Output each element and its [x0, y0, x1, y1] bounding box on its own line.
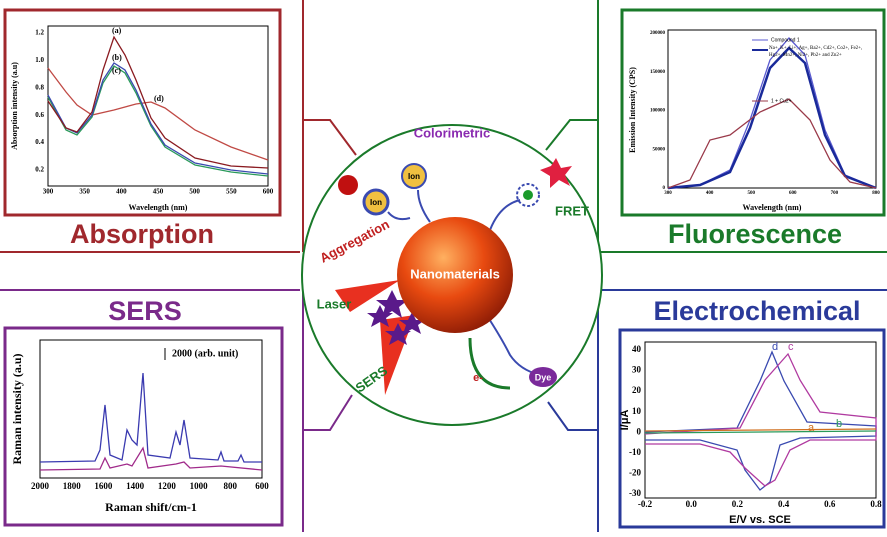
x-tick-label: 400	[706, 191, 714, 196]
panel-box	[5, 10, 280, 215]
y-tick-label: 100000	[650, 109, 666, 114]
x-tick-label: 700	[831, 191, 839, 196]
x-tick-label: 0.4	[778, 499, 790, 509]
x-tick-label: 450	[153, 188, 164, 196]
y-tick-label: 1.2	[35, 29, 44, 37]
x-tick-label: 600	[255, 481, 269, 491]
center-label: Nanomaterials	[410, 266, 500, 281]
y-tick-label: 1.0	[35, 56, 44, 64]
x-tick-label: 600	[263, 188, 274, 196]
curve-label: b	[836, 418, 842, 430]
y-label: Raman intensity (a.u)	[10, 353, 24, 464]
x-tick-label: 500	[189, 188, 200, 196]
x-tick-label: 0.6	[824, 499, 836, 509]
x-tick-label: 600	[789, 191, 797, 196]
panel-title: Fluorescence	[668, 219, 842, 249]
y-tick-label: 10	[632, 406, 642, 416]
x-label: Raman shift/cm-1	[105, 500, 197, 514]
y-tick-label: 0.4	[35, 138, 44, 146]
x-tick-label: 350	[79, 188, 90, 196]
panel-box	[620, 330, 884, 527]
icon-label: Ion	[370, 198, 382, 207]
x-label: Wavelength (nm)	[743, 203, 802, 212]
x-tick-label: 0.8	[870, 499, 882, 509]
x-tick-label: 300	[664, 191, 672, 196]
legend-entry: Compound 1	[771, 37, 800, 43]
x-tick-label: 2000	[31, 481, 50, 491]
y-tick-label: 0.2	[35, 166, 44, 174]
panel-box	[5, 328, 282, 525]
icon-label: e-	[473, 372, 483, 384]
panel-title: SERS	[108, 296, 182, 326]
x-tick-label: 1600	[94, 481, 113, 491]
method-label: Colorimetric	[414, 125, 491, 140]
curve-label: (d)	[154, 94, 164, 103]
legend-entry-box: Na+, K+, Li+, Ag+, Ba2+, Cd2+, Co2+, Fe2…	[769, 45, 869, 70]
curve-label: d	[772, 341, 778, 353]
y-label: I/μA	[619, 410, 631, 431]
y-tick-label: 150000	[650, 70, 666, 75]
scale-label: 2000 (arb. unit)	[172, 348, 238, 359]
x-tick-label: 1400	[126, 481, 145, 491]
x-tick-label: -0.2	[638, 499, 653, 509]
y-tick-label: 40	[632, 344, 642, 354]
x-tick-label: 300	[43, 188, 54, 196]
figure: Absorption Fluorescence SERS Electrochem…	[0, 0, 887, 532]
y-tick-label: -30	[629, 488, 641, 498]
x-tick-label: 550	[226, 188, 237, 196]
curve-label: c	[788, 341, 794, 353]
y-label: Emission Intensity (CPS)	[628, 67, 637, 153]
y-label: Absorption intensity (a.u)	[10, 62, 19, 150]
curve-label: (a)	[112, 26, 122, 35]
icon-label: Ion	[408, 172, 420, 181]
legend-entry: Na+, K+, Li+, Ag+, Ba2+, Cd2+, Co2+, Fe2…	[769, 45, 869, 59]
method-label: FRET	[555, 203, 589, 218]
curve-label: (b)	[112, 53, 122, 62]
method-label: Laser	[317, 296, 352, 311]
x-tick-label: 400	[116, 188, 127, 196]
x-tick-label: 800	[872, 191, 880, 196]
x-label: Wavelength (nm)	[129, 203, 188, 212]
y-tick-label: 200000	[650, 31, 666, 36]
panel-title: Electrochemical	[653, 296, 860, 326]
y-tick-label: 0.6	[35, 111, 44, 119]
y-tick-label: 0	[637, 426, 642, 436]
y-tick-label: -20	[629, 467, 641, 477]
icon-label: Dye	[535, 372, 552, 382]
y-tick-label: 50000	[653, 147, 666, 152]
x-tick-label: 800	[224, 481, 238, 491]
x-tick-label: 1000	[190, 481, 209, 491]
curve-label: a	[808, 422, 815, 434]
y-tick-label: 20	[632, 385, 642, 395]
y-tick-label: -10	[629, 447, 641, 457]
x-label: E/V vs. SCE	[729, 514, 791, 526]
panel-title: Absorption	[70, 219, 214, 249]
x-tick-label: 1200	[158, 481, 177, 491]
y-tick-label: 30	[632, 365, 642, 375]
y-tick-label: 0.8	[35, 83, 44, 91]
x-tick-label: 0.0	[686, 499, 698, 509]
curve-label: (c)	[112, 66, 121, 75]
legend-entry: 1 + Cu2+	[771, 98, 792, 104]
x-tick-label: 0.2	[732, 499, 744, 509]
x-tick-label: 500	[747, 191, 755, 196]
x-tick-label: 1800	[63, 481, 82, 491]
